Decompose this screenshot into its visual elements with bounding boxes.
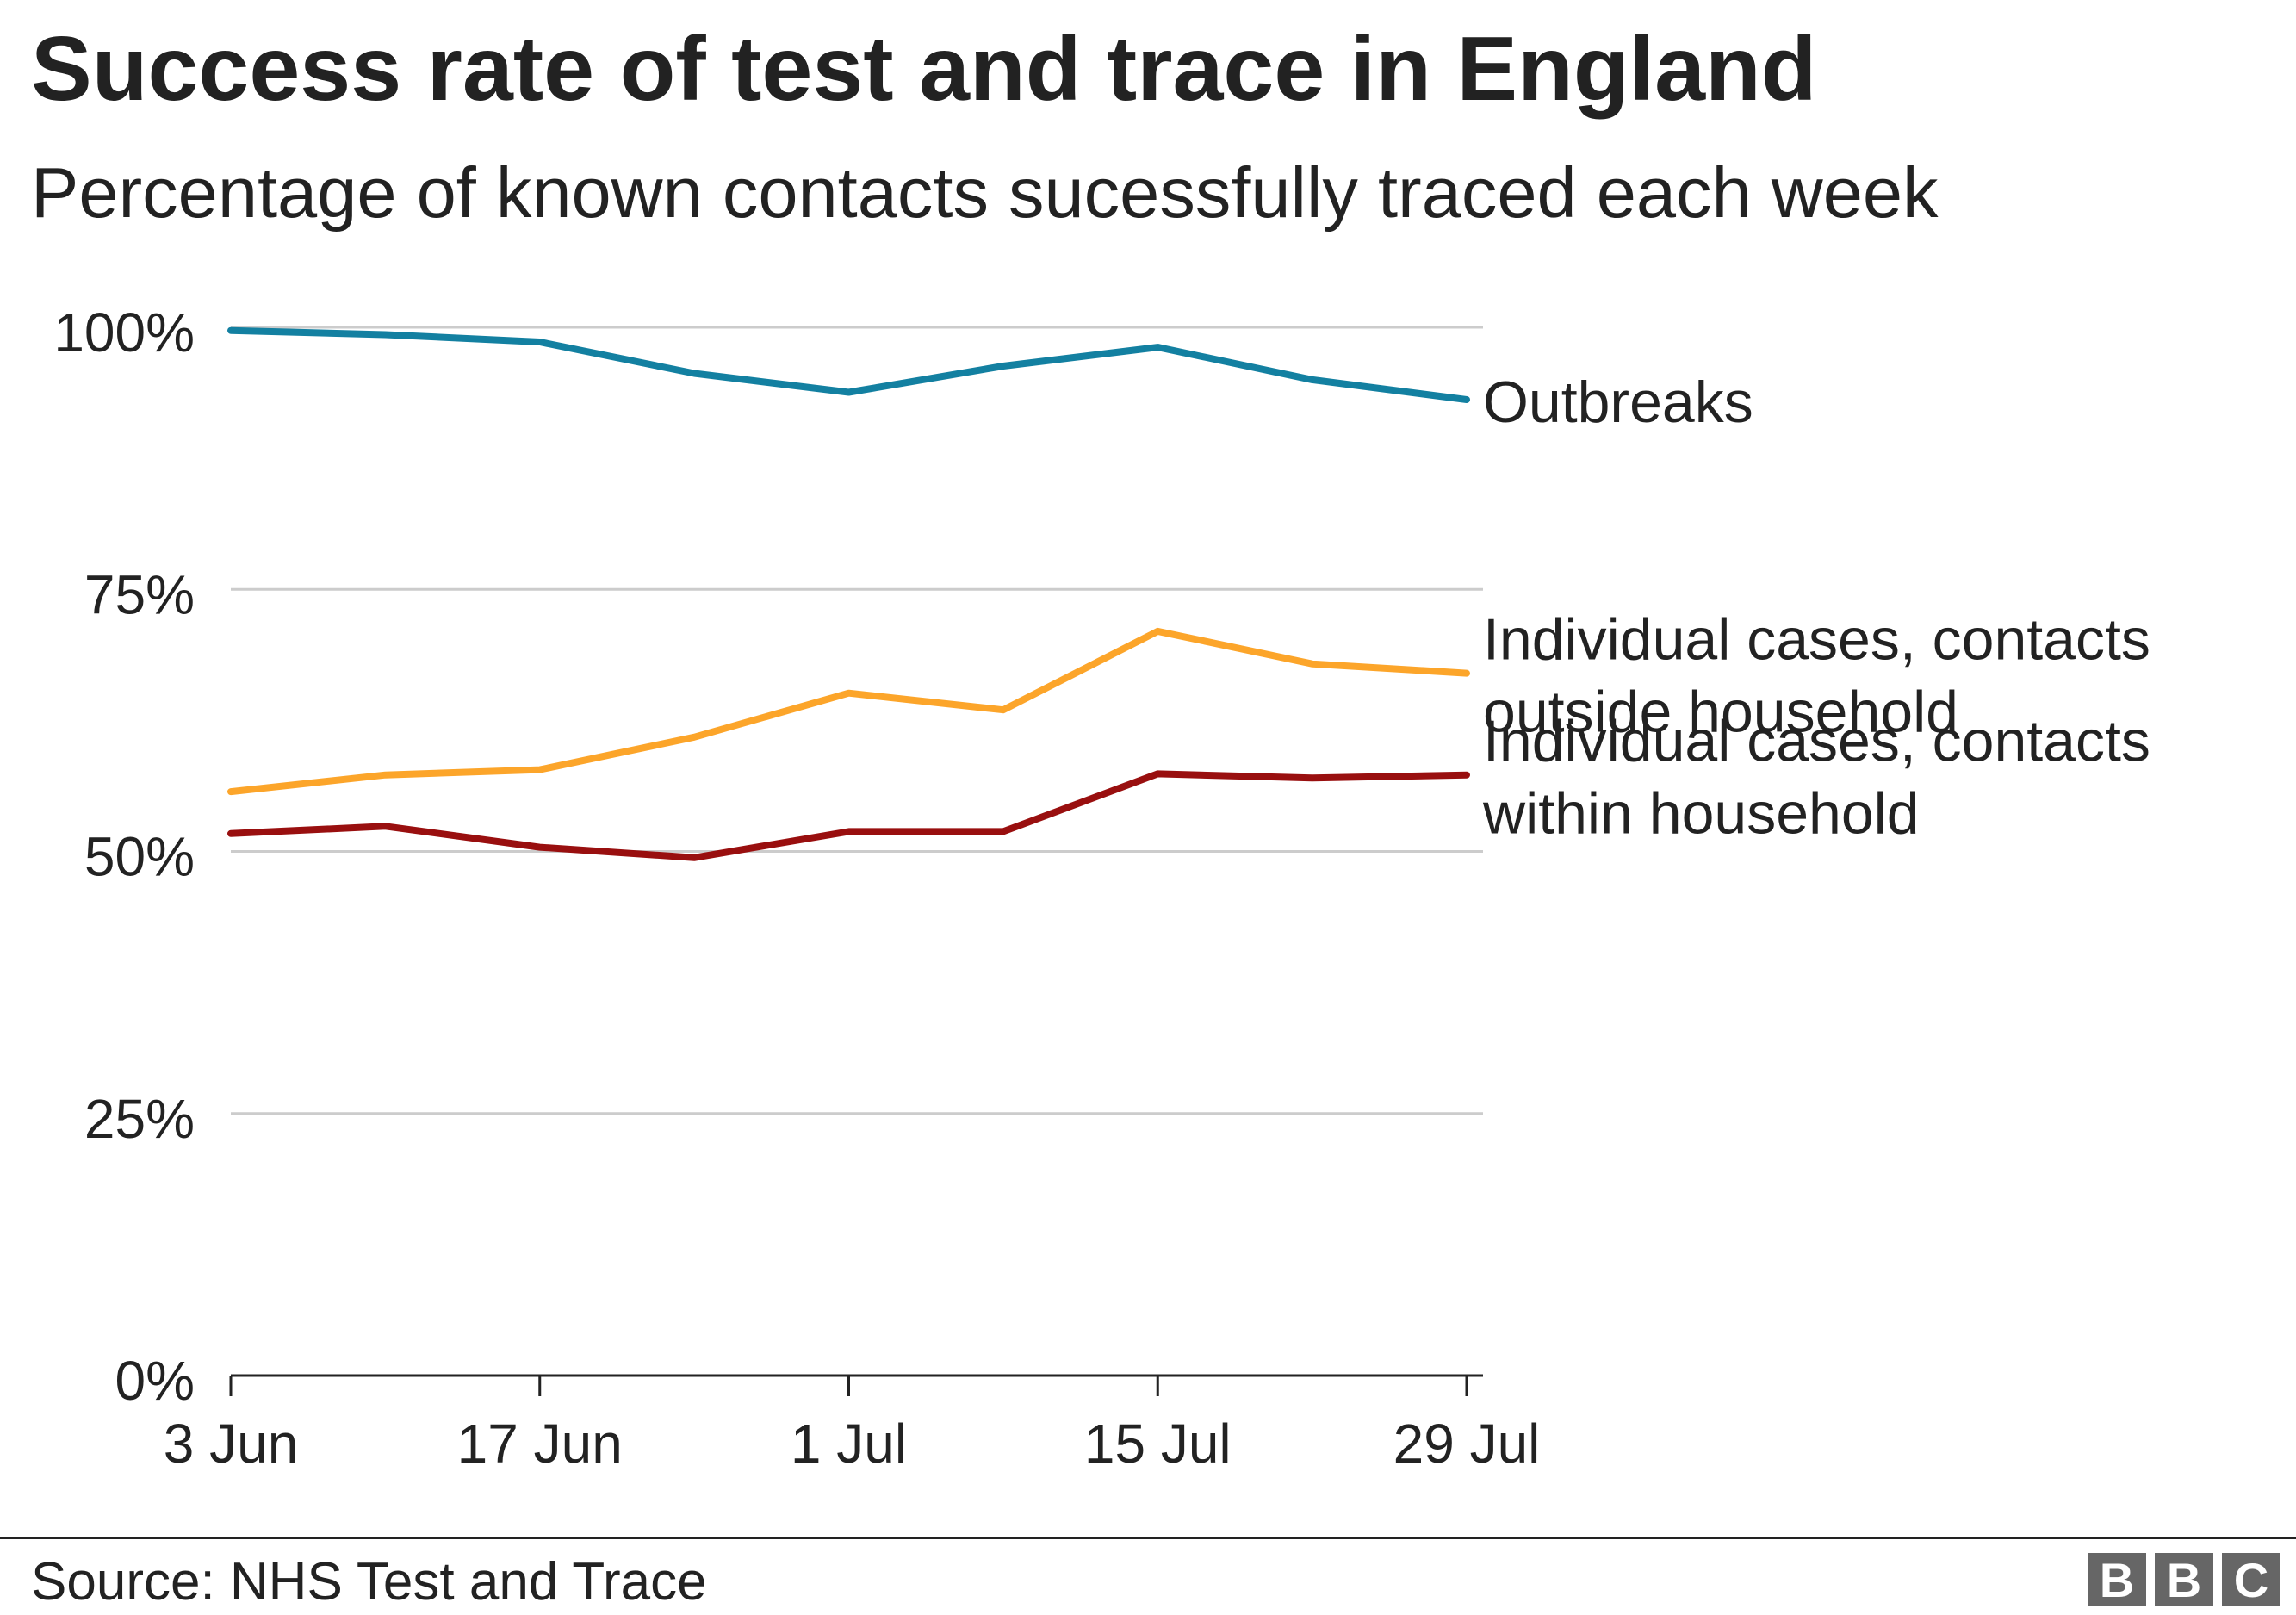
x-tick-label: 1 Jul: [791, 1413, 907, 1475]
series-line-2: [227, 770, 1470, 861]
x-tick-label: 17 Jun: [457, 1413, 623, 1475]
y-tick-label: 0%: [115, 1350, 195, 1412]
footer-divider: [0, 1537, 2296, 1539]
bbc-logo-letter: B: [2155, 1553, 2213, 1607]
series-label: outside household: [1483, 680, 1958, 745]
y-tick-label: 75%: [84, 563, 195, 625]
series-label: within household: [1482, 781, 1920, 847]
bbc-logo: B B C: [2088, 1553, 2280, 1607]
x-tick-label: 29 Jul: [1393, 1413, 1541, 1475]
y-tick-label: 50%: [84, 826, 195, 888]
series-line-1: [227, 627, 1470, 796]
y-tick-label: 25%: [84, 1088, 195, 1150]
series-label: Individual cases, contacts: [1483, 607, 2150, 673]
series-line-0: [227, 326, 1470, 403]
chart-title: Success rate of test and trace in Englan…: [31, 18, 1817, 120]
source-note: Source: NHS Test and Trace: [31, 1552, 707, 1612]
bbc-logo-letter: C: [2222, 1553, 2280, 1607]
x-tick-label: 15 Jul: [1084, 1413, 1232, 1475]
chart-subtitle: Percentage of known contacts sucessfully…: [31, 152, 1939, 233]
x-tick-label: 3 Jun: [164, 1413, 299, 1475]
bbc-logo-letter: B: [2088, 1553, 2146, 1607]
series-label: Outbreaks: [1483, 370, 1753, 435]
series-label: Individual cases, contacts: [1483, 709, 2150, 774]
line-chart: 0% 25% 50% 75% 100% 3 Jun 17 Jun 1 Jul 15 Jul 29 …: [53, 301, 2150, 1475]
y-tick-label: 100%: [53, 301, 195, 363]
